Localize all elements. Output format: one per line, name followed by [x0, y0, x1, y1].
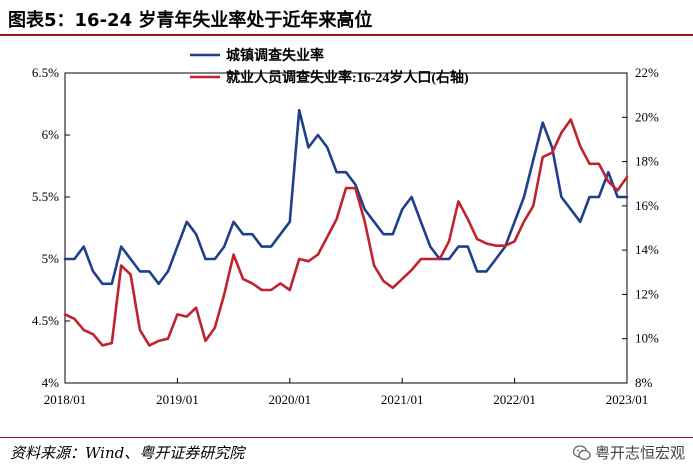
- x-tick-label: 2023/01: [606, 392, 649, 407]
- watermark: 粤开志恒宏观: [572, 442, 685, 463]
- wechat-icon: [572, 444, 591, 460]
- y-right-tick-label: 22%: [635, 65, 659, 80]
- y-left-tick-label: 4.5%: [32, 313, 59, 328]
- x-tick-label: 2021/01: [381, 392, 424, 407]
- line-chart: 4% 4.5% 5% 5.5% 6% 6.5% 8% 10% 12% 14% 16% 18% 20% 22…: [32, 47, 659, 407]
- y-right-tick-label: 14%: [635, 242, 659, 257]
- legend-label: 就业人员调查失业率:16-24岁人口(右轴): [226, 69, 469, 86]
- x-tick-label: 2020/01: [268, 392, 311, 407]
- y-right-tick-label: 12%: [635, 286, 659, 301]
- y-left-tick-label: 5%: [42, 251, 60, 266]
- y-right-tick-label: 8%: [635, 375, 653, 390]
- y-right-tick-label: 10%: [635, 331, 659, 346]
- chart-title: 图表5：16-24 岁青年失业率处于近年来高位: [8, 10, 373, 31]
- y-left-tick-label: 5.5%: [32, 189, 59, 204]
- y-left-tick-label: 6.5%: [32, 65, 59, 80]
- y-right-tick-label: 20%: [635, 109, 659, 124]
- y-left-tick-label: 6%: [42, 127, 60, 142]
- x-tick-label: 2018/01: [44, 392, 87, 407]
- y-left-tick-label: 4%: [42, 375, 60, 390]
- series-line-youth-unemployment: [63, 118, 629, 347]
- legend-label: 城镇调查失业率: [226, 47, 324, 64]
- title-divider: [0, 34, 693, 36]
- x-tick-label: 2019/01: [156, 392, 199, 407]
- y-right-tick-label: 18%: [635, 154, 659, 169]
- series-line-urban-unemployment: [63, 108, 629, 286]
- y-right-tick-label: 16%: [635, 198, 659, 213]
- x-tick-label: 2022/01: [493, 392, 536, 407]
- plot-frame: [64, 72, 628, 384]
- source-note: 资料来源：Wind、粤开证券研究院: [10, 444, 245, 462]
- watermark-text: 粤开志恒宏观: [594, 444, 685, 462]
- footer-divider: [0, 437, 693, 438]
